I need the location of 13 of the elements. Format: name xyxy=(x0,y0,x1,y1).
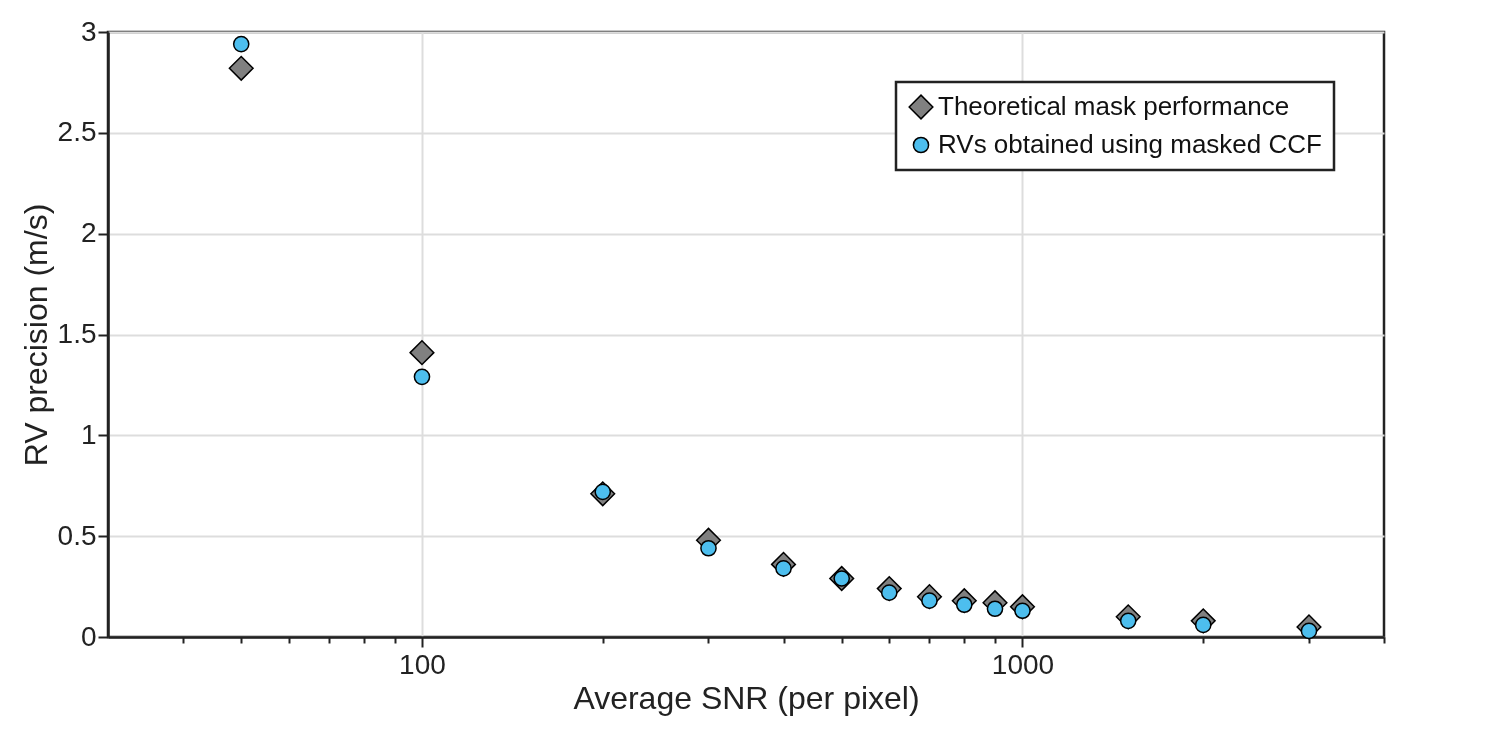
x-tick-label: 100 xyxy=(399,648,446,680)
y-tick-label: 1.5 xyxy=(57,318,97,349)
y-tick-label: 2.5 xyxy=(57,116,97,148)
y-tick-label: 2 xyxy=(80,217,97,249)
y-tick-label: 0 xyxy=(80,620,97,652)
x-axis-title: Average SNR (per pixel) xyxy=(573,679,920,716)
x-tick-label: 1000 xyxy=(991,648,1055,680)
y-tick-label: 0.5 xyxy=(57,519,97,551)
legend-label: RVs obtained using masked CCF xyxy=(938,129,1322,159)
y-tick-label: 1 xyxy=(80,418,97,450)
y-axis-title: RV precision (m/s) xyxy=(17,203,54,467)
y-tick-label: 3 xyxy=(80,15,97,47)
legend-label: Theoretical mask performance xyxy=(938,91,1290,121)
